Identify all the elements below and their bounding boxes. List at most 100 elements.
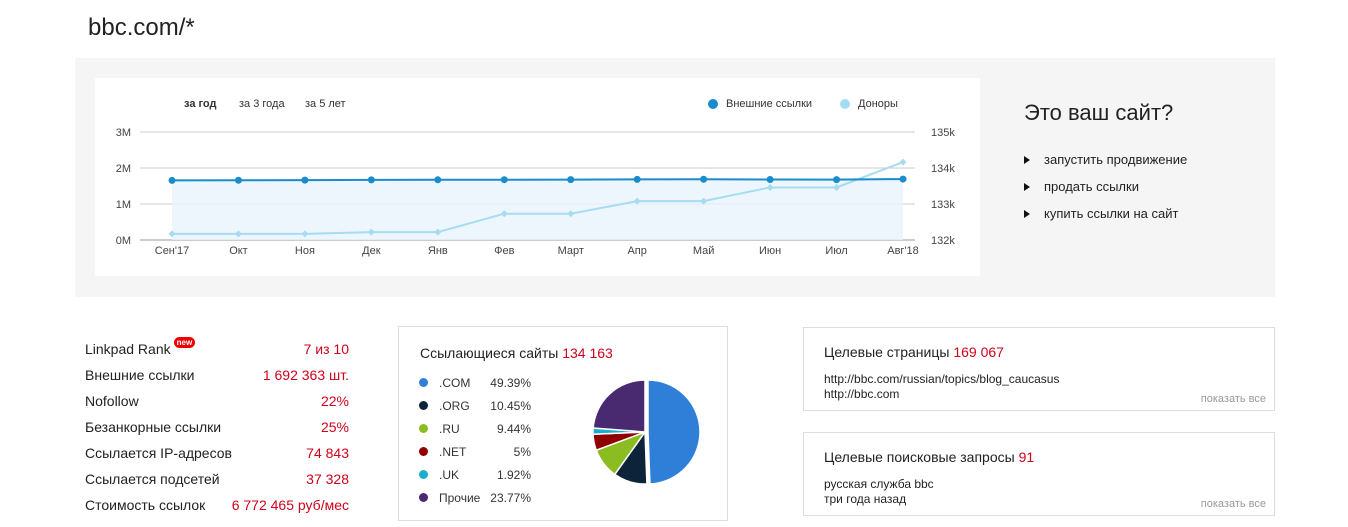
donors-point: [234, 230, 242, 238]
external-links-point: [899, 175, 907, 183]
referring-item: Прочие 23.77%: [419, 486, 531, 509]
y-tick-label-right: 132k: [931, 235, 955, 247]
referring-sites-title: Ссылающиеся сайты 134 163: [420, 345, 613, 361]
x-tick-label: Авг'18: [887, 245, 919, 257]
legend-dot-icon: [419, 401, 428, 410]
legend-dot-icon: [419, 447, 428, 456]
x-tick-label: Ноя: [295, 245, 315, 257]
referring-sites-pie: [592, 379, 701, 485]
series-area-external-links: [172, 179, 903, 240]
external-links-point: [367, 176, 375, 184]
external-links-point: [234, 176, 242, 184]
target-pages-box: Целевые страницы 169 067 http://bbc.com/…: [803, 327, 1275, 411]
show-all-queries-link[interactable]: показать все: [1200, 498, 1266, 510]
donors-point: [899, 158, 907, 166]
donors-point: [500, 210, 508, 218]
promo-panel: Это ваш сайт? запустить продвижение прод…: [1024, 100, 1264, 233]
legend-dot-icon: [840, 99, 850, 109]
referring-item: .RU 9.44%: [419, 417, 531, 440]
promo-title: Это ваш сайт?: [1024, 100, 1174, 125]
legend-label: Доноры: [858, 98, 898, 110]
x-tick-label: Июн: [759, 245, 781, 257]
site-title: bbc.com/*: [88, 14, 195, 41]
target-queries-box: Целевые поисковые запросы 91 русская слу…: [803, 432, 1275, 516]
referring-sites-list: .COM 49.39% .ORG 10.45% .RU 9.44% .NET 5% .UK 1.9…: [419, 371, 531, 509]
external-links-point: [434, 176, 442, 184]
stat-subnets: Ссылается подсетей 37 328: [85, 471, 349, 487]
pie-slice[interactable]: [647, 379, 701, 485]
referring-item: .UK 1.92%: [419, 463, 531, 486]
legend-dot-icon: [708, 99, 718, 109]
new-badge: new: [173, 337, 196, 348]
y-tick-label-right: 134k: [931, 163, 955, 175]
x-tick-label: Июл: [825, 245, 847, 257]
referring-item: .NET 5%: [419, 440, 531, 463]
tab-1-year[interactable]: за год: [184, 98, 217, 110]
y-tick-label-right: 133k: [931, 199, 955, 211]
x-tick-label: Март: [558, 245, 584, 257]
pie-slice[interactable]: [592, 379, 646, 433]
target-pages-title: Целевые страницы 169 067: [824, 344, 1004, 360]
series-line-donors: [172, 161, 904, 235]
promo-link-promotion[interactable]: запустить продвижение: [1024, 152, 1264, 167]
x-tick-label: Янв: [428, 245, 448, 257]
tab-3-years[interactable]: за 3 года: [239, 98, 285, 110]
query-item: русская служба bbc: [824, 477, 934, 491]
donors-point: [434, 228, 442, 236]
x-tick-label: Окт: [229, 245, 248, 257]
donors-point: [168, 230, 176, 238]
donors-point: [567, 210, 575, 218]
donors-point: [700, 197, 708, 205]
y-tick-label-left: 3M: [116, 127, 131, 139]
legend-dot-icon: [419, 493, 428, 502]
x-tick-label: Апр: [627, 245, 646, 257]
y-tick-label-left: 1M: [116, 199, 131, 211]
donors-point: [833, 183, 841, 191]
stat-ip-addresses: Ссылается IP-адресов 74 843: [85, 445, 349, 461]
stat-links-cost: Стоимость ссылок 6 772 465 руб/мес: [85, 497, 349, 513]
stat-linkpad-rank: Linkpad Rank new 7 из 10: [85, 337, 349, 357]
stat-nofollow: Nofollow 22%: [85, 393, 349, 409]
target-queries-title: Целевые поисковые запросы 91: [824, 449, 1035, 465]
legend-dot-icon: [419, 378, 428, 387]
target-page-link[interactable]: http://bbc.com: [824, 387, 900, 401]
query-item: три года назад: [824, 492, 907, 506]
external-links-point: [168, 176, 176, 184]
stat-external-links: Внешние ссылки 1 692 363 шт.: [85, 367, 349, 383]
target-page-link[interactable]: http://bbc.com/russian/topics/blog_cauca…: [824, 372, 1060, 386]
y-tick-label-left: 0M: [116, 235, 131, 247]
x-tick-label: Фев: [494, 245, 514, 257]
tab-5-years[interactable]: за 5 лет: [305, 98, 346, 110]
y-tick-label-left: 2M: [116, 163, 131, 175]
legend-label: Внешние ссылки: [726, 98, 813, 110]
legend-dot-icon: [419, 424, 428, 433]
y-tick-label-right: 135k: [931, 127, 955, 139]
donors-point: [367, 228, 375, 236]
legend-dot-icon: [419, 470, 428, 479]
donors-point: [766, 183, 774, 191]
chart-canvas: 0M 132k 1M 133k 2M 134k 3M 135k Сен'17 Окт Ноя Дек Я…: [116, 127, 956, 257]
external-links-point: [833, 176, 841, 184]
external-links-point: [766, 176, 774, 184]
external-links-point: [700, 175, 708, 183]
promo-link-sell-links[interactable]: продать ссылки: [1024, 179, 1264, 194]
donors-point: [301, 230, 309, 238]
external-links-point: [633, 175, 641, 183]
x-tick-label: Май: [693, 245, 715, 257]
triangle-right-icon: [1024, 155, 1030, 164]
referring-item: .COM 49.39%: [419, 371, 531, 394]
referring-item: .ORG 10.45%: [419, 394, 531, 417]
links-chart: 0M 132k 1M 133k 2M 134k 3M 135k Сен'17 Окт Ноя Дек Я…: [95, 78, 980, 276]
x-tick-label: Сен'17: [155, 245, 189, 257]
promo-link-buy-links[interactable]: купить ссылки на сайт: [1024, 206, 1264, 221]
external-links-point: [500, 176, 508, 184]
triangle-right-icon: [1024, 209, 1030, 218]
legend-donors[interactable]: Доноры: [840, 98, 898, 110]
triangle-right-icon: [1024, 182, 1030, 191]
external-links-point: [567, 176, 575, 184]
legend-external-links[interactable]: Внешние ссылки: [708, 98, 812, 110]
x-tick-label: Дек: [362, 245, 381, 257]
external-links-point: [301, 176, 309, 184]
stat-anchorless-links: Безанкорные ссылки 25%: [85, 419, 349, 435]
show-all-pages-link[interactable]: показать все: [1200, 393, 1266, 405]
